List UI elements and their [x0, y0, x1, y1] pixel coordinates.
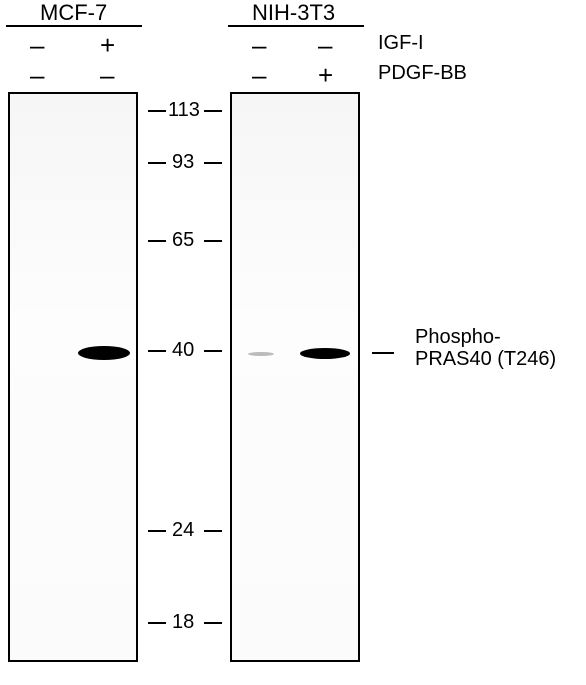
header-underline-left — [6, 25, 142, 27]
mw-tick-24-l — [148, 530, 166, 532]
cell-line-right: NIH-3T3 — [252, 0, 335, 26]
mw-tick-93-l — [148, 162, 166, 164]
igf-symbol-lane1: – — [30, 30, 44, 61]
mw-label-65: 65 — [172, 229, 194, 252]
pdgf-symbol-lane3: – — [252, 60, 266, 91]
band-right-lane2-40kda — [300, 348, 350, 359]
band-annotation-line1: Phospho- — [415, 326, 501, 348]
pdgf-label: PDGF-BB — [378, 62, 467, 85]
pdgf-symbol-lane4: + — [318, 60, 333, 91]
mw-label-24: 24 — [172, 519, 194, 542]
band-annotation-label: Phospho- PRAS40 (T246) — [415, 326, 556, 370]
mw-tick-18-r — [204, 622, 222, 624]
figure-container: MCF-7 NIH-3T3 – + – – – – – + IGF-I PDGF… — [0, 0, 586, 685]
igf-label: IGF-I — [378, 32, 424, 55]
mw-tick-40-l — [148, 350, 166, 352]
mw-label-18: 18 — [172, 611, 194, 634]
igf-symbol-lane4: – — [318, 30, 332, 61]
blot-panel-left — [8, 92, 138, 662]
mw-tick-24-r — [204, 530, 222, 532]
mw-tick-40-r — [204, 350, 222, 352]
blot-panel-right — [230, 92, 360, 662]
cell-line-left: MCF-7 — [40, 0, 107, 26]
mw-tick-93-r — [204, 162, 222, 164]
band-left-lane2-40kda — [78, 346, 130, 360]
band-annotation-line2: PRAS40 (T246) — [415, 348, 556, 370]
mw-label-93: 93 — [172, 151, 194, 174]
pdgf-symbol-lane2: – — [100, 60, 114, 91]
pdgf-symbol-lane1: – — [30, 60, 44, 91]
mw-tick-18-l — [148, 622, 166, 624]
igf-symbol-lane2: + — [100, 30, 115, 61]
igf-symbol-lane3: – — [252, 30, 266, 61]
mw-tick-113-l — [148, 110, 166, 112]
band-right-lane1-40kda — [248, 352, 274, 356]
mw-label-113: 113 — [168, 99, 200, 122]
mw-tick-65-l — [148, 240, 166, 242]
header-underline-right — [228, 25, 364, 27]
mw-label-40: 40 — [172, 339, 194, 362]
mw-tick-113-r — [204, 110, 222, 112]
mw-tick-65-r — [204, 240, 222, 242]
band-annotation-tick — [372, 352, 394, 354]
